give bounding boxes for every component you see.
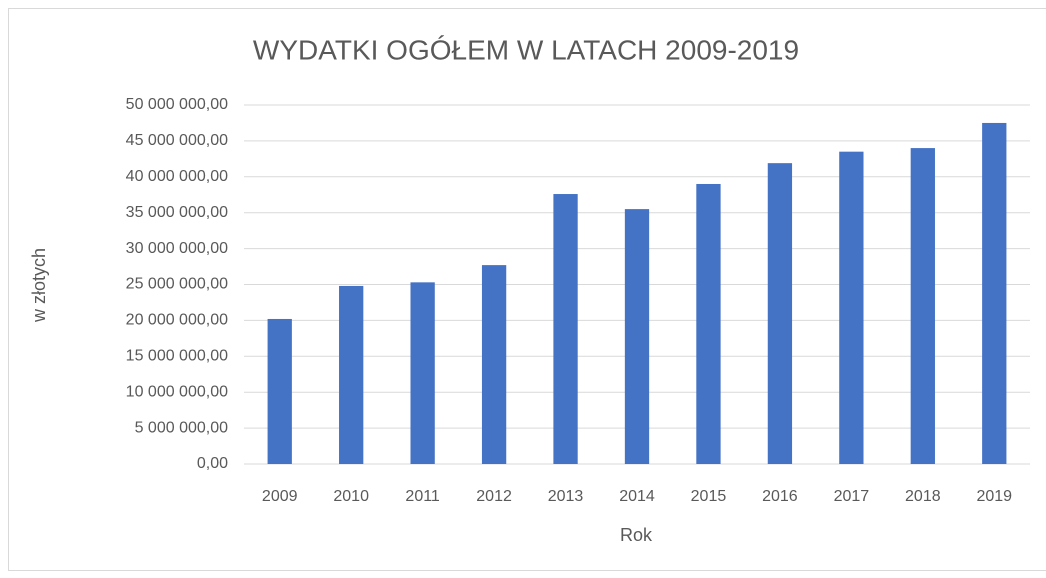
y-tick-label: 20 000 000,00 xyxy=(126,312,228,329)
x-tick-label: 2011 xyxy=(405,488,440,505)
bar xyxy=(553,194,578,465)
y-tick-label: 15 000 000,00 xyxy=(126,348,228,365)
bar xyxy=(267,318,292,464)
y-tick-label: 5 000 000,00 xyxy=(135,419,229,436)
y-tick-label: 40 000 000,00 xyxy=(126,168,228,185)
bar xyxy=(624,209,650,464)
x-tick-label: 2017 xyxy=(834,488,870,505)
x-tick-label: 2019 xyxy=(976,488,1012,505)
bar xyxy=(481,265,507,464)
bar xyxy=(910,148,935,464)
x-tick-label: 2013 xyxy=(548,488,584,505)
chart-border xyxy=(8,8,1046,571)
bar xyxy=(839,151,864,465)
y-tick-label: 10 000 000,00 xyxy=(126,383,228,400)
bar xyxy=(410,282,435,464)
y-tick-label: 30 000 000,00 xyxy=(126,240,228,257)
bar xyxy=(982,122,1007,464)
x-tick-label: 2009 xyxy=(262,488,298,505)
x-tick-label: 2016 xyxy=(762,488,798,505)
x-axis-label: Rok xyxy=(620,525,653,545)
bar xyxy=(339,285,364,464)
y-tick-label: 0,00 xyxy=(197,455,228,472)
x-tick-label: 2015 xyxy=(691,488,727,505)
bar xyxy=(696,183,721,465)
x-tick-label: 2018 xyxy=(905,488,941,505)
y-tick-label: 50 000 000,00 xyxy=(126,96,228,113)
x-tick-label: 2010 xyxy=(333,488,369,505)
y-tick-label: 45 000 000,00 xyxy=(126,132,228,149)
y-axis-label: w złotych xyxy=(29,248,49,323)
x-tick-label: 2014 xyxy=(619,488,655,505)
x-tick-label: 2012 xyxy=(476,488,512,505)
y-tick-label: 25 000 000,00 xyxy=(126,276,228,293)
chart-title: WYDATKI OGÓŁEM W LATACH 2009-2019 xyxy=(253,34,799,65)
bar xyxy=(767,163,793,464)
y-tick-label: 35 000 000,00 xyxy=(126,204,228,221)
